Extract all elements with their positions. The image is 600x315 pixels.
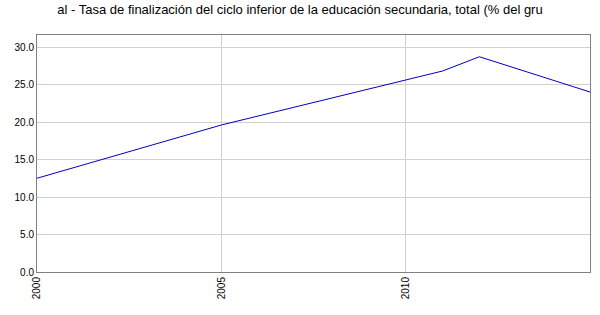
svg-text:5.0: 5.0 [20, 229, 34, 240]
svg-text:2010: 2010 [400, 277, 411, 300]
svg-text:2000: 2000 [31, 277, 42, 300]
svg-text:2005: 2005 [216, 277, 227, 300]
svg-text:10.0: 10.0 [15, 192, 35, 203]
svg-text:0.0: 0.0 [20, 267, 34, 278]
svg-text:15.0: 15.0 [15, 154, 35, 165]
svg-text:30.0: 30.0 [15, 42, 35, 53]
svg-text:25.0: 25.0 [15, 79, 35, 90]
svg-text:al - Tasa de finalización del: al - Tasa de finalización del ciclo infe… [57, 2, 542, 17]
svg-text:20.0: 20.0 [15, 117, 35, 128]
